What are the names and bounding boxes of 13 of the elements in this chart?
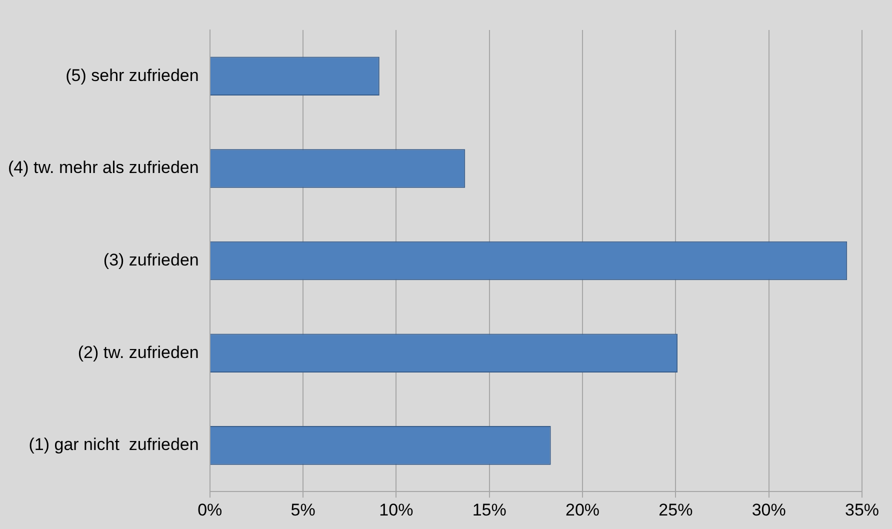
y-tick-label: (3) zufrieden	[103, 250, 199, 270]
x-tick-label: 25%	[658, 500, 693, 520]
x-tick-label: 30%	[752, 500, 786, 520]
x-tick-label: 35%	[844, 500, 880, 520]
x-tick-label: 0%	[198, 500, 222, 520]
x-tick-label: 15%	[472, 500, 506, 520]
x-tick-label: 10%	[379, 500, 414, 520]
y-tick-label: (2) tw. zufrieden	[78, 342, 199, 362]
y-tick-label: (1) gar nicht zufrieden	[28, 435, 199, 454]
x-tick-label: 20%	[565, 500, 600, 520]
y-tick-label: (4) tw. mehr als zufrieden	[8, 158, 199, 178]
y-tick-label: (5) sehr zufrieden	[66, 66, 199, 85]
x-tick-label: 5%	[290, 500, 316, 520]
